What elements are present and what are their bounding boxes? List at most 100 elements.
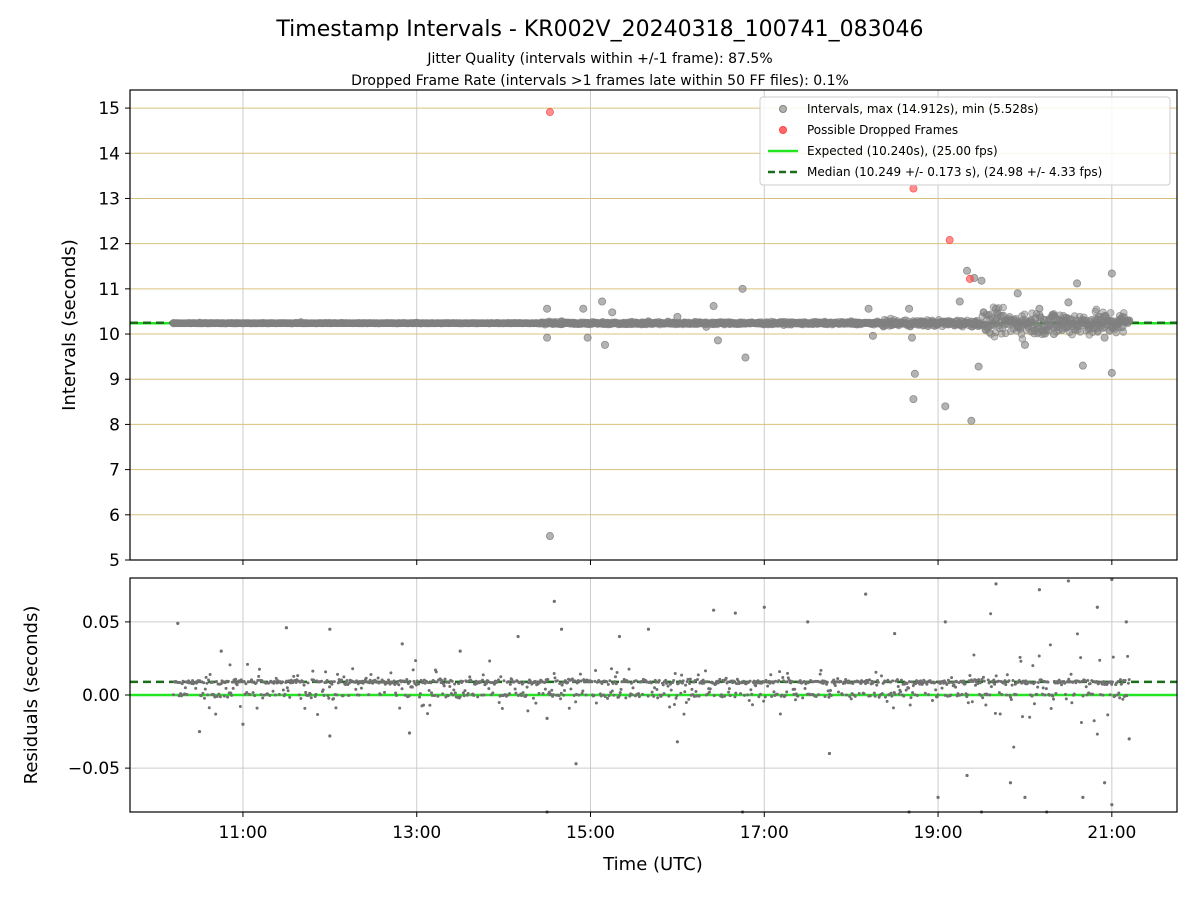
residual-point: [692, 694, 696, 698]
residual-point: [314, 692, 318, 696]
residual-point: [992, 678, 996, 682]
residual-point: [1095, 732, 1099, 736]
residual-point: [862, 692, 866, 696]
residual-point: [392, 679, 396, 683]
y-tick-label: 14: [98, 144, 120, 164]
residuals-x-ticks: 11:00 13:00 15:00 17:00 19:00 21:00: [218, 812, 1136, 843]
residual-point: [201, 691, 205, 695]
residual-point: [954, 679, 958, 683]
residual-point: [218, 695, 222, 699]
residual-point: [966, 701, 970, 705]
residual-point: [230, 680, 234, 684]
residual-point: [657, 679, 661, 683]
residual-point: [630, 693, 634, 697]
residual-point: [513, 687, 517, 691]
residual-point: [484, 681, 488, 685]
residual-point: [368, 678, 372, 682]
residual-point: [406, 682, 410, 686]
residual-point: [619, 687, 623, 691]
residual-point: [946, 678, 950, 682]
residual-point: [989, 612, 993, 616]
residual-point: [684, 700, 688, 704]
residual-point: [1052, 697, 1056, 701]
interval-point: [974, 362, 983, 371]
interval-point: [991, 304, 1000, 313]
residual-point: [403, 693, 407, 697]
residual-point: [328, 685, 332, 689]
residual-point: [637, 692, 641, 696]
residual-point: [543, 681, 547, 685]
residual-point: [1069, 672, 1073, 676]
residual-point: [1087, 691, 1091, 695]
residual-point: [675, 740, 679, 744]
residual-point: [543, 687, 547, 691]
residual-point: [1099, 693, 1103, 697]
residual-point: [312, 679, 316, 683]
residual-point: [612, 693, 616, 697]
residual-point: [891, 706, 895, 710]
residual-point: [271, 689, 275, 693]
residual-point: [673, 672, 677, 676]
residual-point: [708, 687, 712, 691]
residual-point: [497, 701, 501, 705]
residual-point: [950, 681, 954, 685]
residual-point: [821, 681, 825, 685]
residual-point: [241, 722, 245, 726]
residual-point: [694, 690, 698, 694]
chart-subtitle-jitter: Jitter Quality (intervals within +/-1 fr…: [426, 51, 772, 67]
residual-point: [902, 694, 906, 698]
residual-point: [705, 680, 709, 684]
residual-point: [533, 679, 537, 683]
residual-point: [566, 680, 570, 684]
residual-point: [324, 670, 328, 674]
residual-point: [337, 678, 341, 682]
interval-point: [741, 353, 750, 362]
residual-point: [592, 694, 596, 698]
legend-label-intervals: Intervals, max (14.912s), min (5.528s): [807, 102, 1038, 116]
residual-point: [297, 693, 301, 697]
residual-point: [481, 673, 485, 677]
interval-point: [864, 304, 873, 313]
residual-point: [557, 694, 561, 698]
residual-point: [213, 695, 217, 699]
residual-point: [476, 695, 480, 699]
residual-point: [787, 678, 791, 682]
residual-point: [864, 592, 868, 596]
residual-point: [667, 694, 671, 698]
residual-point: [277, 692, 281, 696]
residual-point: [410, 685, 414, 689]
residual-point: [555, 679, 559, 683]
residual-point: [285, 686, 289, 690]
residual-point: [453, 682, 457, 686]
residual-point: [895, 678, 899, 682]
residual-point: [885, 699, 889, 703]
residual-point: [958, 693, 962, 697]
residual-point: [685, 680, 689, 684]
residual-point: [1033, 680, 1037, 684]
residual-point: [774, 679, 778, 683]
residual-point: [763, 695, 767, 699]
residual-point: [802, 680, 806, 684]
residual-point: [610, 667, 614, 671]
residual-point: [674, 696, 678, 700]
residual-point: [357, 693, 361, 697]
residual-point: [817, 680, 821, 684]
residual-point: [940, 686, 944, 690]
interval-point: [1076, 328, 1084, 336]
interval-point: [195, 318, 204, 327]
residual-point: [827, 751, 832, 756]
residual-point: [732, 680, 736, 684]
residual-point: [522, 680, 526, 684]
residual-point: [1118, 678, 1122, 682]
residual-point: [614, 682, 618, 686]
residual-point: [552, 599, 556, 604]
residual-point: [985, 693, 989, 697]
residual-point: [907, 680, 911, 684]
interval-point: [1020, 310, 1029, 319]
residual-point: [306, 681, 310, 685]
residual-point: [836, 690, 840, 694]
residual-point: [1111, 655, 1115, 659]
residual-point: [823, 694, 827, 698]
residual-point: [1035, 692, 1039, 696]
residual-point: [526, 709, 530, 713]
